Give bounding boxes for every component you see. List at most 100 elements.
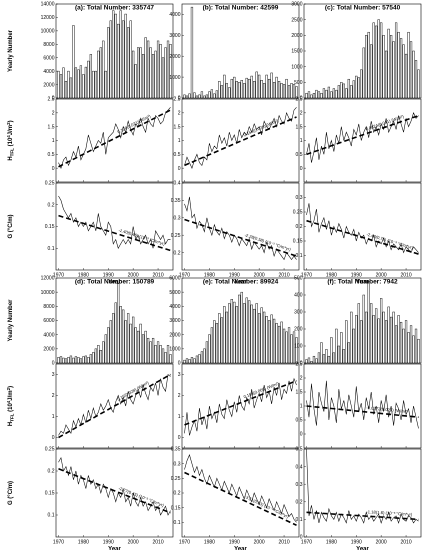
bar-1995 (245, 77, 248, 99)
panel-b-htfl: 0 0.5 1 1.5 2 2.5 0.154(0.026) (W/m²) (174, 97, 300, 183)
bar-2014 (414, 328, 418, 364)
bar-2001 (382, 35, 385, 99)
bar-1975 (317, 91, 321, 99)
y-tick-label: 0 (300, 535, 303, 541)
bar-1979 (327, 355, 331, 364)
bar-1974 (315, 89, 318, 99)
bar-1996 (370, 44, 373, 99)
trend-line-htfl (184, 116, 297, 167)
bar-1989 (352, 328, 355, 364)
bar-2012 (287, 85, 291, 99)
y-tick-label: 4000 (43, 69, 54, 75)
bar-2000 (380, 298, 383, 364)
y-tick-label: 0.3 (174, 216, 181, 222)
y-tick-label: 0.25 (293, 210, 303, 216)
panel-title: (e): Total Number: 89924 (203, 279, 279, 286)
bar-1970 (183, 94, 186, 99)
y-tick-label: 0.3 (174, 461, 181, 467)
panel-title: (c): Total Number: 57540 (325, 5, 401, 12)
bar-2007 (149, 47, 152, 99)
bar-1988 (350, 85, 353, 99)
y-tick-label: 0.2 (174, 491, 181, 497)
y-tick-label: 0.5 (296, 152, 303, 158)
bar-1977 (322, 88, 326, 99)
y-tick-label: 0 (300, 432, 303, 438)
bar-1986 (345, 88, 348, 99)
bar-2009 (154, 50, 157, 99)
bar-2009 (154, 345, 157, 364)
x-tick-label: 2010 (279, 273, 290, 279)
bar-2013 (290, 83, 293, 99)
y-tick-label: 0.2 (48, 202, 55, 208)
panel-e-g: 0.10.150.20.250.30.35-3.51(0.63) (10⁻³ °… (171, 447, 300, 550)
bar-2012 (161, 57, 165, 99)
y-tick-label: 2.5 (174, 97, 181, 103)
y-tick-label: 0.15 (293, 239, 303, 245)
panel-frame (181, 363, 300, 449)
y-tick-label: 2.5 (296, 362, 303, 368)
panel-frame (303, 98, 422, 183)
y-tick-label: 5000 (169, 290, 180, 296)
y-tick-label: 1000 (169, 75, 180, 81)
bar-1982 (335, 328, 338, 364)
bar-1973 (190, 6, 194, 99)
bar-1976 (198, 94, 201, 99)
bar-1981 (210, 327, 213, 364)
bar-2008 (399, 38, 403, 99)
trend-line-htfl (306, 114, 419, 156)
y-tick-label: 0.15 (171, 505, 181, 511)
panel-frame (303, 182, 422, 271)
bar-1975 (317, 352, 321, 364)
y-tick-label: 2000 (291, 33, 302, 39)
bar-1991 (109, 320, 112, 364)
x-tick-label: 1980 (204, 273, 215, 279)
panel-f-htfl: 0 0.5 1 1.5 2 2.5 -0.0272(0.027) (W/m²) (296, 362, 422, 449)
bar-1971 (307, 357, 311, 364)
bar-1999 (129, 20, 132, 99)
bar-2002 (263, 311, 266, 364)
bar-1970 (57, 357, 60, 364)
x-axis-label: Year (234, 547, 247, 550)
bar-1983 (215, 90, 218, 99)
bar-1993 (362, 47, 365, 99)
bar-1976 (320, 93, 323, 99)
bar-2011 (159, 44, 162, 99)
bar-1973 (190, 357, 194, 364)
bar-1986 (345, 320, 348, 364)
bar-2005 (144, 37, 147, 99)
x-axis-label: Year (356, 547, 369, 550)
panel-frame (181, 182, 300, 271)
bar-2006 (394, 22, 398, 99)
bar-1975 (195, 355, 199, 364)
bar-1974 (193, 358, 196, 364)
y-tick-label: 0.15 (45, 491, 55, 497)
x-tick-label: 1990 (351, 273, 362, 279)
bar-1974 (67, 357, 70, 364)
x-tick-label: 1970 (179, 273, 190, 279)
x-tick-label: 1970 (53, 273, 64, 279)
panel-title: (f): Total Number: 7942 (327, 279, 398, 286)
bar-1971 (307, 91, 311, 99)
bar-1994 (365, 311, 368, 364)
x-axis-label: Year (356, 280, 369, 286)
bar-1976 (72, 25, 75, 99)
bar-2015 (295, 86, 298, 99)
bar-1998 (253, 308, 256, 364)
bar-2003 (265, 74, 268, 99)
bar-1987 (347, 342, 350, 364)
bar-1980 (330, 337, 333, 364)
bar-2006 (394, 325, 398, 364)
bar-1982 (87, 357, 90, 364)
panel-frame (55, 448, 174, 538)
x-tick-label: 1970 (301, 540, 312, 546)
bar-1996 (370, 303, 373, 364)
series-line-g (58, 457, 171, 516)
bar-1979 (205, 341, 209, 364)
panel-c-htfl: 00.511.522.50.0824(0.041) (W/m²) (296, 97, 422, 183)
bar-2010 (282, 328, 286, 364)
series-line-g (184, 196, 297, 261)
y-tick-label: 0 (300, 166, 303, 172)
bar-1984 (340, 82, 343, 99)
bar-1992 (360, 320, 363, 364)
